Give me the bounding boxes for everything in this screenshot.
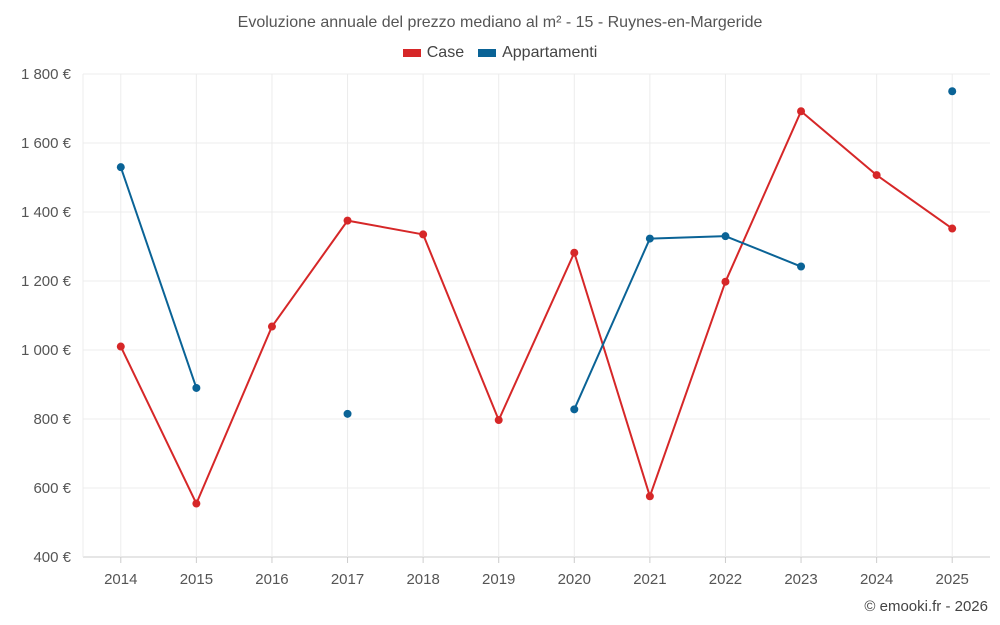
data-point [192, 499, 201, 508]
x-tick-label: 2025 [936, 571, 969, 588]
series-line-segment [573, 237, 651, 411]
data-point [116, 342, 125, 351]
data-point [645, 492, 654, 501]
series-line-segment [724, 235, 803, 268]
data-point [192, 383, 201, 392]
series-line-segment [875, 174, 954, 230]
y-tick-label: 800 € [33, 411, 71, 428]
data-point [343, 216, 352, 225]
data-point [645, 234, 654, 243]
legend-label-case: Case [426, 44, 465, 61]
x-tick-label: 2016 [255, 571, 288, 588]
grid [83, 73, 990, 558]
series-appartamenti [116, 87, 957, 418]
legend-swatch-appartamenti [478, 49, 497, 57]
series-line-segment [497, 251, 576, 422]
series-case [116, 107, 957, 508]
series-line-segment [195, 325, 273, 505]
x-tick-label: 2023 [784, 571, 817, 588]
y-tick-label: 400 € [33, 549, 71, 566]
data-point [797, 262, 806, 271]
x-tick-label: 2018 [406, 571, 439, 588]
x-tick-label: 2019 [482, 571, 515, 588]
data-point [797, 107, 806, 116]
data-point [570, 405, 579, 414]
data-point [948, 87, 957, 96]
x-tick-label: 2022 [709, 571, 742, 588]
data-point [116, 163, 125, 172]
series-line-segment [724, 110, 803, 283]
data-point [267, 322, 276, 331]
y-tick-label: 1 600 € [21, 135, 72, 152]
legend-label-appartamenti: Appartamenti [502, 44, 598, 61]
chart-title: Evoluzione annuale del prezzo mediano al… [237, 14, 763, 31]
series-line-segment [346, 219, 425, 236]
y-tick-label: 1 000 € [21, 342, 72, 359]
x-tick-label: 2024 [860, 571, 893, 588]
data-point [948, 224, 957, 233]
x-tick-label: 2017 [331, 571, 364, 588]
series [116, 87, 957, 508]
data-point [570, 248, 579, 257]
series-line-segment [119, 345, 198, 505]
y-tick-label: 1 200 € [21, 273, 72, 290]
y-tick-label: 1 400 € [21, 204, 72, 221]
series-line-segment [648, 235, 727, 240]
legend-swatch-case [402, 49, 421, 57]
data-point [494, 416, 503, 425]
data-point [419, 230, 428, 239]
data-point [721, 232, 730, 241]
series-line-segment [800, 110, 878, 177]
series-line-segment [270, 219, 349, 328]
x-tick-label: 2014 [104, 571, 137, 588]
legend-item-case[interactable]: Case [402, 44, 465, 62]
x-tick-label: 2015 [180, 571, 213, 588]
data-point [343, 409, 352, 418]
series-line-segment [573, 251, 651, 498]
x-tick-label: 2021 [633, 571, 666, 588]
data-point [872, 171, 881, 180]
series-line-segment [119, 166, 198, 389]
x-tick-label: 2020 [558, 571, 591, 588]
series-line-segment [648, 280, 727, 498]
data-point [721, 277, 730, 286]
y-tick-label: 1 800 € [21, 66, 72, 83]
y-tick-label: 600 € [33, 480, 71, 497]
series-line-segment [422, 233, 500, 422]
axes: 400 € 600 € 800 € 1 000 € 1 200 € 1 400 € 1 60… [21, 66, 969, 588]
legend: Case Appartamenti [0, 44, 1000, 62]
legend-item-appartamenti[interactable]: Appartamenti [478, 44, 597, 62]
credit-text: © emooki.fr - 2026 [864, 598, 988, 615]
